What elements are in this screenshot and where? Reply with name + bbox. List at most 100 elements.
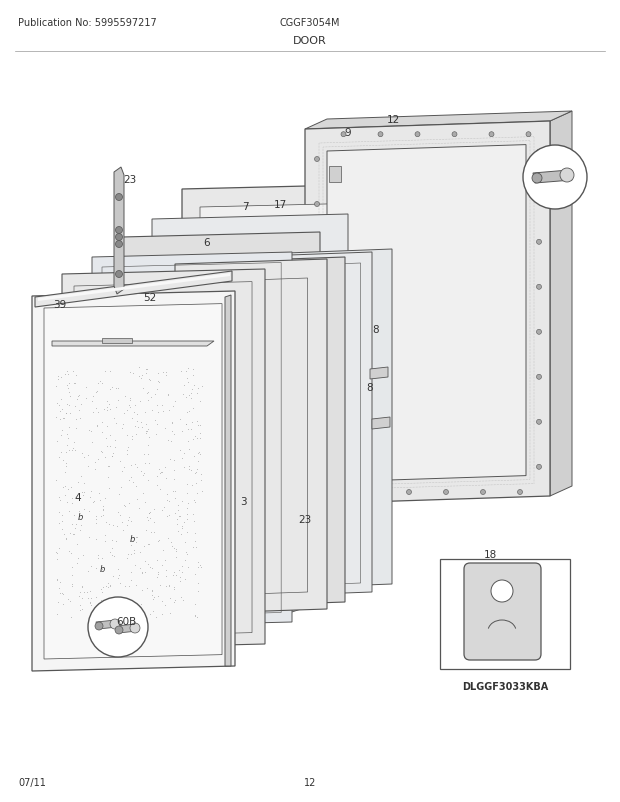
- Point: [123, 441, 133, 454]
- Point: [113, 563, 123, 576]
- Point: [71, 370, 81, 383]
- Point: [100, 529, 110, 542]
- Point: [130, 544, 140, 557]
- Point: [100, 365, 110, 378]
- Point: [153, 470, 162, 483]
- Point: [97, 581, 107, 593]
- Point: [120, 500, 130, 512]
- Point: [153, 406, 163, 419]
- Point: [108, 519, 118, 532]
- Point: [177, 565, 187, 578]
- Bar: [440, 559, 570, 669]
- Point: [70, 521, 80, 534]
- Point: [84, 504, 94, 517]
- Point: [149, 503, 159, 516]
- Bar: [329, 337, 341, 353]
- Point: [190, 430, 200, 443]
- Point: [66, 547, 76, 560]
- Point: [97, 563, 107, 576]
- Point: [169, 464, 179, 476]
- Point: [143, 387, 153, 399]
- Point: [126, 516, 136, 529]
- Point: [74, 404, 84, 417]
- Point: [170, 593, 180, 606]
- Point: [132, 493, 142, 506]
- Point: [147, 585, 157, 598]
- Point: [84, 424, 94, 437]
- Polygon shape: [116, 624, 138, 634]
- Point: [141, 363, 151, 376]
- Circle shape: [536, 240, 541, 245]
- Point: [107, 450, 117, 463]
- Point: [97, 446, 107, 459]
- Point: [85, 585, 95, 598]
- Point: [63, 366, 73, 379]
- Point: [120, 407, 130, 420]
- Point: [76, 599, 86, 612]
- Point: [164, 581, 174, 593]
- Point: [161, 599, 171, 612]
- Polygon shape: [327, 145, 526, 482]
- Point: [91, 513, 100, 526]
- Point: [100, 535, 110, 548]
- Point: [188, 363, 198, 376]
- Circle shape: [314, 427, 319, 432]
- Text: 7: 7: [242, 202, 249, 212]
- Point: [154, 590, 164, 603]
- Point: [113, 395, 123, 407]
- Point: [125, 394, 135, 407]
- Point: [140, 565, 150, 578]
- Point: [104, 471, 113, 484]
- Point: [137, 566, 147, 579]
- Point: [63, 593, 73, 606]
- Point: [105, 403, 115, 415]
- Circle shape: [491, 581, 513, 602]
- Point: [78, 485, 87, 498]
- Point: [133, 361, 143, 374]
- Circle shape: [526, 132, 531, 137]
- Point: [147, 562, 157, 575]
- Point: [63, 369, 73, 382]
- Point: [170, 485, 180, 498]
- Point: [62, 439, 72, 452]
- Point: [187, 383, 197, 396]
- Polygon shape: [280, 585, 301, 614]
- Point: [100, 451, 110, 464]
- Point: [139, 448, 149, 460]
- Point: [102, 440, 112, 453]
- Point: [104, 602, 114, 615]
- Point: [56, 515, 66, 528]
- Point: [86, 425, 96, 438]
- Point: [76, 519, 86, 532]
- Point: [180, 536, 190, 549]
- Point: [69, 509, 79, 522]
- Point: [64, 505, 74, 518]
- Point: [192, 387, 202, 400]
- Point: [155, 579, 165, 592]
- Circle shape: [407, 490, 412, 495]
- Point: [64, 377, 74, 390]
- Point: [65, 407, 75, 419]
- Point: [193, 415, 203, 428]
- Point: [154, 377, 164, 390]
- Point: [126, 471, 136, 484]
- Point: [125, 401, 135, 414]
- Point: [154, 464, 164, 476]
- Point: [146, 608, 156, 621]
- Point: [196, 561, 206, 574]
- Polygon shape: [52, 342, 214, 346]
- Point: [187, 479, 197, 492]
- Point: [118, 602, 128, 615]
- Point: [108, 448, 118, 460]
- Point: [161, 564, 171, 577]
- Point: [148, 606, 158, 618]
- Circle shape: [536, 150, 541, 155]
- Polygon shape: [260, 249, 392, 589]
- Point: [61, 446, 71, 459]
- Point: [51, 553, 61, 566]
- Point: [144, 538, 154, 551]
- Point: [133, 531, 143, 544]
- Point: [93, 406, 103, 419]
- Polygon shape: [152, 215, 348, 583]
- Point: [190, 467, 200, 480]
